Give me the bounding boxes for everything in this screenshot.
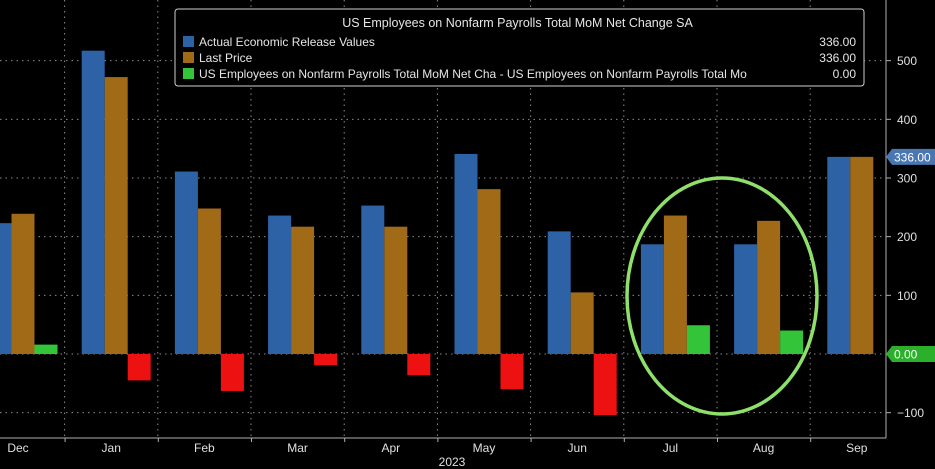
bar-last-price-aug	[757, 220, 781, 354]
y-tick-label: −100	[897, 406, 924, 420]
bar-last-price-jun	[570, 292, 594, 354]
x-tick-label: Apr	[381, 441, 400, 455]
legend-swatch	[183, 68, 194, 79]
x-tick-label: Mar	[287, 441, 308, 455]
last-value-label: 0.00	[894, 348, 918, 362]
bar-last-price-feb	[197, 208, 221, 354]
y-tick-label: 400	[897, 113, 917, 127]
bar-last-price-jul	[663, 215, 687, 354]
legend-title: US Employees on Nonfarm Payrolls Total M…	[342, 16, 693, 30]
bar-actual-aug	[734, 244, 758, 354]
legend-series-value: 0.00	[833, 67, 857, 81]
bar-last-price-may	[477, 189, 501, 354]
legend-swatch	[183, 52, 194, 63]
x-tick-label: May	[473, 441, 496, 455]
y-tick-label: 300	[897, 171, 917, 185]
x-tick-label: Feb	[194, 441, 215, 455]
highlight-ellipse	[625, 176, 819, 416]
bar-difference-jan	[127, 354, 151, 381]
bar-difference-dec	[34, 344, 58, 354]
bar-last-price-jan	[104, 77, 128, 354]
y-tick-label: 100	[897, 289, 917, 303]
bar-actual-jul	[640, 244, 664, 354]
x-tick-label: Jul	[663, 441, 678, 455]
year-label: 2023	[439, 455, 466, 469]
last-value-tag: 336.00	[886, 148, 935, 165]
bar-actual-jan	[81, 50, 105, 355]
legend-series-name: Last Price	[199, 51, 253, 65]
legend-series-value: 336.00	[819, 35, 856, 49]
annotation	[625, 176, 819, 416]
x-tick-label: Aug	[753, 441, 774, 455]
bar-last-price-apr	[384, 226, 408, 354]
bar-difference-jun	[593, 354, 617, 416]
bar-difference-may	[500, 354, 524, 390]
legend-series-value: 336.00	[819, 51, 856, 65]
x-tick-label: Sep	[846, 441, 868, 455]
bar-actual-may	[454, 153, 478, 354]
bar-actual-jun	[547, 231, 571, 354]
last-value-label: 336.00	[894, 150, 931, 164]
bar-actual-sep	[827, 156, 851, 354]
y-tick-label: 500	[897, 54, 917, 68]
legend-swatch	[183, 36, 194, 47]
bar-actual-mar	[268, 215, 292, 354]
bar-last-price-mar	[291, 226, 315, 354]
bar-last-price-sep	[850, 156, 874, 354]
legend-series-name: US Employees on Nonfarm Payrolls Total M…	[199, 67, 747, 81]
x-tick-label: Jun	[568, 441, 587, 455]
bar-actual-dec	[0, 223, 12, 354]
bars	[0, 50, 897, 416]
bar-difference-feb	[220, 354, 244, 391]
bar-actual-feb	[174, 171, 198, 354]
x-tick-label: Dec	[7, 441, 28, 455]
legend-series-name: Actual Economic Release Values	[199, 35, 375, 49]
bar-actual-apr	[361, 205, 385, 354]
bar-difference-aug	[780, 330, 804, 354]
bar-difference-mar	[314, 354, 338, 366]
x-tick-label: Jan	[102, 441, 121, 455]
legend: US Employees on Nonfarm Payrolls Total M…	[174, 8, 865, 87]
bar-difference-apr	[407, 354, 431, 376]
last-value-tag: 0.00	[886, 346, 935, 362]
y-tick-label: 200	[897, 230, 917, 244]
legend-box	[174, 8, 865, 87]
bar-last-price-dec	[11, 213, 35, 354]
bar-difference-jul	[686, 325, 710, 354]
